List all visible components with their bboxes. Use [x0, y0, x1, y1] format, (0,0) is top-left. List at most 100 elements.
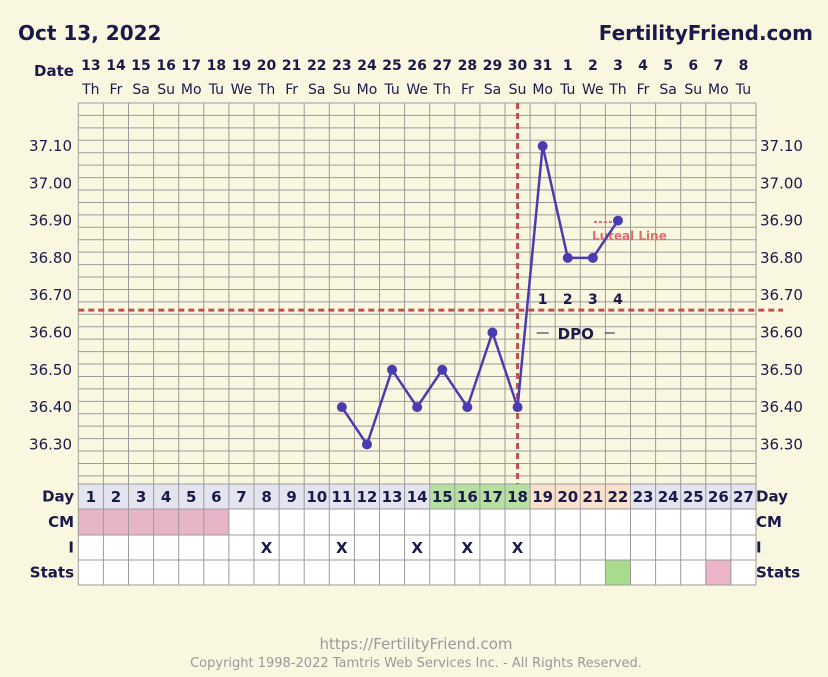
dpo-number: 4 — [613, 292, 623, 308]
cm-cell — [379, 509, 405, 535]
temperature-point — [612, 215, 623, 226]
stats-cell — [329, 560, 355, 585]
row-label-left: Day — [42, 488, 74, 506]
y-tick-label-left: 37.00 — [29, 174, 72, 192]
day-cell — [404, 484, 430, 509]
cycle-day-label: 9 — [286, 488, 296, 506]
weekday-tick-label: Th — [257, 82, 275, 98]
brand-name: FertilityFriend.com — [599, 21, 813, 45]
cm-cell — [505, 509, 531, 535]
y-tick-label-left: 36.60 — [29, 324, 72, 342]
cm-cell — [429, 509, 455, 535]
weekday-tick-label: Fr — [285, 82, 298, 98]
date-tick-label: 21 — [282, 58, 301, 74]
day-cell — [279, 484, 305, 509]
cycle-day-label: 2 — [111, 488, 121, 506]
intercourse-cell — [630, 535, 656, 560]
cycle-day-label: 21 — [582, 488, 603, 506]
temperature-point — [437, 364, 448, 375]
stats-cell — [78, 560, 104, 585]
intercourse-cell — [329, 535, 355, 560]
weekday-tick-label: Sa — [308, 82, 325, 98]
intercourse-cell — [454, 535, 480, 560]
y-tick-label-left: 36.50 — [29, 361, 72, 379]
y-tick-label-left: 36.30 — [29, 435, 72, 453]
temperature-point — [487, 327, 498, 338]
date-tick-label: 28 — [458, 58, 477, 74]
intercourse-cell — [103, 535, 129, 560]
cycle-day-label: 14 — [407, 488, 428, 506]
intercourse-cell — [505, 535, 531, 560]
cm-cell — [279, 509, 305, 535]
day-cell — [730, 484, 756, 509]
intercourse-cell — [655, 535, 681, 560]
temperature-point — [462, 402, 473, 413]
intercourse-cell — [555, 535, 581, 560]
intercourse-cell — [153, 535, 179, 560]
cm-cell — [404, 509, 430, 535]
y-tick-label-right: 36.90 — [760, 212, 803, 230]
intercourse-cell — [178, 535, 204, 560]
intercourse-cell — [128, 535, 154, 560]
day-cell — [103, 484, 129, 509]
temperature-point — [512, 402, 523, 413]
intercourse-cell — [530, 535, 556, 560]
intercourse-mark: X — [336, 539, 348, 557]
stats-cell — [630, 560, 656, 585]
stats-cell — [730, 560, 756, 585]
cycle-day-label: 4 — [161, 488, 171, 506]
weekday-tick-label: Mo — [181, 82, 202, 98]
stats-cell — [279, 560, 305, 585]
weekday-tick-label: Su — [509, 82, 527, 98]
weekday-tick-label: Fr — [110, 82, 123, 98]
date-tick-label: 24 — [357, 58, 377, 74]
cycle-day-label: 15 — [432, 488, 453, 506]
day-cell — [128, 484, 154, 509]
weekday-tick-label: Tu — [559, 82, 575, 98]
stats-cell — [404, 560, 430, 585]
date-row-label: Date — [34, 62, 74, 80]
weekday-tick-label: Tu — [383, 82, 399, 98]
stats-cell — [254, 560, 280, 585]
weekday-tick-label: Fr — [637, 82, 650, 98]
intercourse-mark: X — [512, 539, 524, 557]
day-cell — [479, 484, 505, 509]
stats-cell — [304, 560, 330, 585]
cm-cell — [479, 509, 505, 535]
intercourse-cell — [354, 535, 380, 560]
dpo-number: 3 — [588, 292, 598, 308]
weekday-tick-label: Sa — [484, 82, 501, 98]
stats-cell — [103, 560, 129, 585]
date-tick-label: 16 — [156, 58, 175, 74]
y-tick-label-left: 36.70 — [29, 286, 72, 304]
date-tick-label: 26 — [407, 58, 426, 74]
cycle-day-label: 5 — [186, 488, 196, 506]
day-cell — [555, 484, 581, 509]
date-tick-label: 7 — [713, 58, 723, 74]
intercourse-cell — [78, 535, 104, 560]
stats-cell — [580, 560, 606, 585]
row-label-right: CM — [756, 513, 782, 531]
cm-cell — [630, 509, 656, 535]
cm-cell — [128, 509, 154, 535]
grid — [77, 102, 757, 586]
temperature-point — [361, 439, 372, 450]
cycle-day-label: 8 — [261, 488, 271, 506]
cycle-day-label: 27 — [733, 488, 754, 506]
row-label-left: CM — [48, 513, 74, 531]
y-tick-label-right: 37.10 — [760, 137, 803, 155]
row-label-right: I — [756, 539, 762, 557]
cycle-day-label: 13 — [382, 488, 403, 506]
dpo-number: 1 — [538, 292, 548, 308]
date-tick-label: 31 — [533, 58, 552, 74]
day-cell — [178, 484, 204, 509]
day-cell — [203, 484, 229, 509]
day-cell — [304, 484, 330, 509]
day-cell — [78, 484, 104, 509]
date-tick-label: 25 — [382, 58, 401, 74]
date-tick-label: 15 — [131, 58, 150, 74]
y-tick-label-left: 37.10 — [29, 137, 72, 155]
intercourse-cell — [705, 535, 731, 560]
